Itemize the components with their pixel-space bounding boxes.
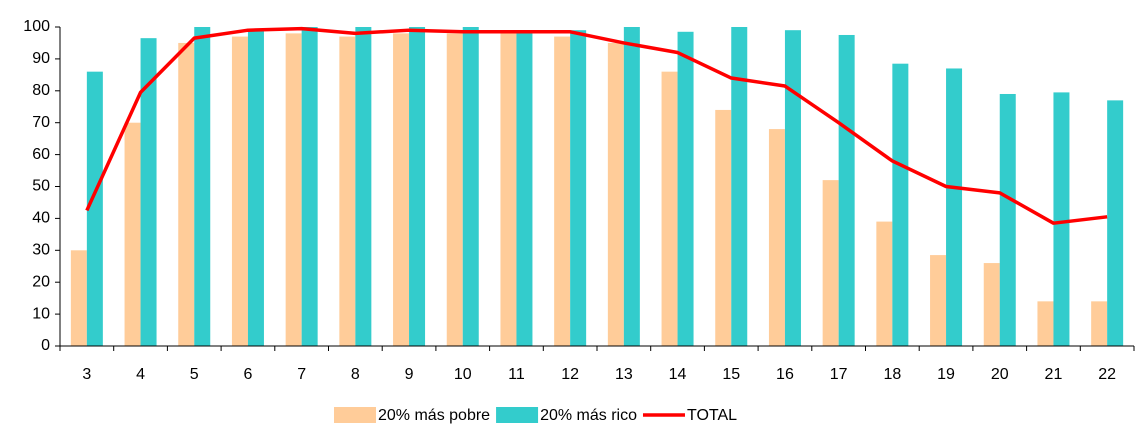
x-tick-label: 17 (830, 366, 848, 383)
bar (731, 27, 748, 346)
bar (446, 33, 463, 346)
bar (946, 68, 963, 346)
bar (623, 27, 640, 346)
bar (784, 30, 801, 346)
x-tick-label: 9 (405, 366, 414, 383)
bar (409, 27, 426, 346)
bar (462, 27, 479, 346)
bar (231, 36, 248, 346)
x-tick-label: 4 (136, 366, 145, 383)
line (85, 26, 1108, 225)
x-tick-label: 18 (883, 366, 901, 383)
legend-label: 20% más pobre (378, 407, 490, 424)
bar (86, 71, 103, 346)
bar (140, 38, 157, 346)
bar (339, 36, 356, 346)
x-tick-label: 12 (561, 366, 579, 383)
x-tick-label: 10 (454, 366, 472, 383)
bar (1107, 100, 1124, 347)
x-tick-label: 7 (297, 366, 306, 383)
bar (570, 30, 587, 346)
bar (838, 34, 855, 346)
bar (892, 63, 909, 347)
bar (194, 27, 211, 346)
legend-swatch (496, 407, 539, 423)
y-tick-label: 60 (32, 146, 50, 163)
x-tick-label: 13 (615, 366, 633, 383)
y-tick-label: 50 (32, 178, 50, 195)
legend-label: TOTAL (687, 407, 737, 424)
bar (876, 221, 893, 346)
bar (301, 27, 318, 346)
y-tick-label: 70 (32, 114, 50, 131)
bar (1091, 301, 1108, 346)
bar (1037, 301, 1054, 346)
bar (1053, 92, 1070, 347)
x-tick-label: 5 (190, 366, 199, 383)
y-tick-label: 20 (32, 273, 50, 290)
bar (124, 122, 141, 346)
y-tick-label: 80 (32, 82, 50, 99)
bar (247, 30, 264, 346)
x-tick-label: 21 (1045, 366, 1063, 383)
y-tick-label: 90 (32, 50, 50, 67)
x-tick-label: 19 (937, 366, 955, 383)
bar (768, 129, 785, 346)
y-tick-label: 10 (32, 305, 50, 322)
bar (554, 36, 571, 346)
bar (285, 33, 302, 346)
bar (178, 42, 195, 346)
bar (677, 31, 694, 346)
bar (607, 42, 624, 346)
x-tick-label: 11 (508, 366, 525, 383)
bar (393, 33, 410, 346)
x-tick-label: 20 (991, 366, 1009, 383)
y-tick-label: 100 (23, 18, 50, 35)
bar (983, 263, 1000, 346)
x-tick-label: 22 (1098, 366, 1116, 383)
bar (355, 27, 372, 346)
bar (715, 109, 732, 346)
bar (661, 71, 678, 346)
y-tick-label: 40 (32, 210, 50, 227)
bar (70, 250, 87, 346)
bar (516, 33, 533, 346)
bar (999, 93, 1016, 347)
bar (822, 180, 839, 346)
x-tick-label: 8 (351, 366, 360, 383)
legend-label: 20% más rico (540, 407, 637, 424)
x-tick-label: 6 (243, 366, 252, 383)
y-tick-label: 0 (41, 337, 50, 354)
x-tick-label: 3 (82, 366, 91, 383)
legend-swatch (334, 407, 376, 423)
x-tick-label: 14 (669, 366, 687, 383)
bar (930, 255, 947, 346)
x-tick-label: 15 (722, 366, 740, 383)
bar (500, 33, 517, 346)
x-tick-label: 16 (776, 366, 794, 383)
y-tick-label: 30 (32, 242, 50, 259)
